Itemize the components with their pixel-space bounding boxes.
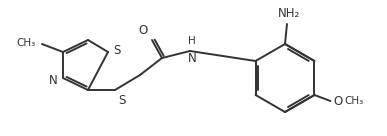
Text: S: S — [118, 94, 125, 107]
Text: S: S — [113, 44, 120, 56]
Text: O: O — [334, 95, 343, 107]
Text: CH₃: CH₃ — [344, 96, 364, 106]
Text: O: O — [139, 24, 148, 37]
Text: N: N — [49, 73, 58, 86]
Text: NH₂: NH₂ — [278, 7, 300, 20]
Text: N: N — [188, 52, 196, 65]
Text: CH₃: CH₃ — [17, 38, 36, 48]
Text: H: H — [188, 36, 196, 46]
